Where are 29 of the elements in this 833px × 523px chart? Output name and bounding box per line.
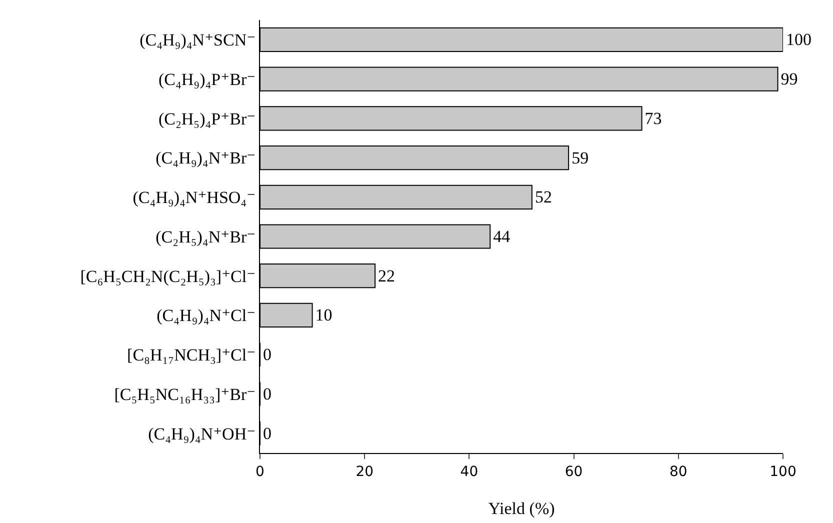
x-axis-title: Yield (%) [488, 499, 555, 518]
y-tick-label: [C₈H₁₇NCH₃]⁺Cl⁻ [127, 346, 256, 365]
y-tick-label: (C₄H₉)₄N⁺SCN⁻ [140, 30, 256, 50]
y-tick-label: (C₂H₅)₄N⁺Br⁻ [156, 227, 256, 246]
y-tick-label: (C₄H₉)₄N⁺Br⁻ [156, 148, 256, 168]
y-tick-label: (C₄H₉)₄N⁺OH⁻ [148, 424, 256, 444]
x-tick-label: 100 [770, 464, 796, 480]
x-tick-label: 20 [356, 464, 374, 480]
data-label: 59 [572, 148, 589, 168]
data-label: 44 [493, 227, 511, 246]
data-label: 52 [534, 188, 552, 207]
data-label: 0 [263, 345, 272, 364]
y-tick-label: (C₂H₅)₄P⁺Br⁻ [158, 109, 256, 128]
data-label: 0 [263, 384, 272, 404]
data-label: 100 [786, 30, 812, 50]
data-label: 73 [644, 108, 662, 128]
data-label: 99 [780, 70, 798, 89]
x-tick-label: 60 [564, 464, 583, 480]
y-tick-label: (C₄H₉)₄N⁺HSO₄⁻ [132, 188, 256, 208]
data-label: 22 [378, 266, 396, 286]
y-tick-label: [C₆H₅CH₂N(C₂H₅)₃]⁺Cl⁻ [80, 266, 256, 286]
x-tick-label: 40 [460, 464, 478, 480]
x-tick-label: 0 [256, 464, 264, 480]
x-tick-label: 80 [669, 464, 688, 480]
y-tick-label: (C₄H₉)₄P⁺Br⁻ [158, 70, 256, 89]
data-label: 10 [315, 306, 332, 325]
y-tick-label: (C₄H₉)₄N⁺Cl⁻ [156, 306, 256, 326]
data-label: 0 [263, 424, 272, 443]
y-tick-label: [C₅H₅NC₁₆H₃₃]⁺Br⁻ [114, 384, 256, 404]
